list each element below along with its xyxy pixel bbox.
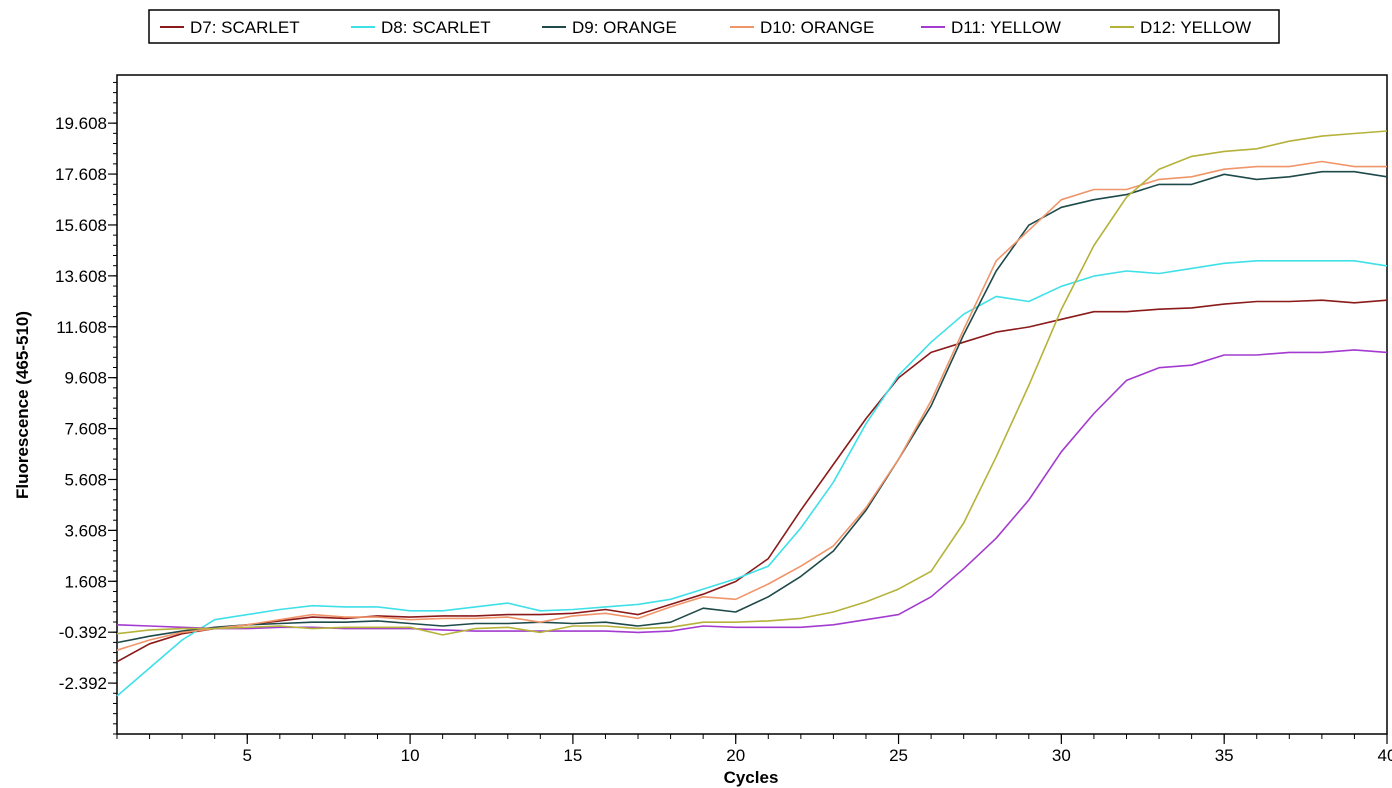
legend-entry[interactable]: D11: YELLOW (921, 18, 1061, 37)
y-tick-label: 11.608 (56, 318, 107, 337)
legend-label: D12: YELLOW (1140, 18, 1251, 37)
y-tick-label: 1.608 (64, 572, 107, 591)
y-tick-label: 9.608 (64, 369, 107, 388)
series-line-d7-scarlet (116, 299, 1388, 663)
series-line-d8-scarlet (116, 259, 1388, 697)
x-tick-label: 30 (1052, 746, 1071, 765)
legend-box (148, 9, 1280, 44)
legend-label: D10: ORANGE (760, 18, 874, 37)
legend-label: D7: SCARLET (190, 18, 300, 37)
y-tick-label: 19.608 (55, 114, 107, 133)
legend: D7: SCARLET D8: SCARLET D9: ORANGE D10: ORA… (148, 9, 1280, 44)
y-tick-label: -0.392 (59, 623, 107, 642)
series-line-d12-yellow (116, 130, 1388, 636)
y-tick-label: -2.392 (59, 674, 107, 693)
x-tick-label: 10 (401, 746, 420, 765)
x-tick-label: 15 (563, 746, 582, 765)
y-tick-label: 15.608 (55, 216, 107, 235)
y-axis: -2.392 -0.392 1.608 3.608 5.608 7.608 9.608 11.… (55, 81, 117, 735)
y-tick-label: 17.608 (55, 165, 107, 184)
y-tick-label: 7.608 (64, 420, 107, 439)
legend-label: D11: YELLOW (951, 18, 1061, 37)
y-tick-label: 13.608 (55, 267, 107, 286)
legend-entry[interactable]: D9: ORANGE (542, 18, 677, 37)
legend-entry[interactable]: D8: SCARLET (351, 18, 491, 37)
legend-entry[interactable]: D12: YELLOW (1110, 18, 1251, 37)
y-tick-label: 3.608 (64, 521, 107, 540)
series-line-d10-orange (116, 160, 1387, 651)
x-tick-label: 35 (1215, 746, 1234, 765)
series-layer (116, 130, 1388, 697)
legend-label: D8: SCARLET (381, 18, 491, 37)
y-tick-label: 5.608 (64, 470, 107, 489)
x-tick-label: 40 (1378, 746, 1392, 765)
plot-area (116, 74, 1388, 735)
x-tick-label: 5 (243, 746, 252, 765)
legend-entry[interactable]: D7: SCARLET (160, 18, 300, 37)
x-tick-label: 25 (889, 746, 908, 765)
x-tick-label: 20 (726, 746, 745, 765)
y-axis-title: Fluorescence (465-510) (13, 311, 32, 499)
legend-entry[interactable]: D10: ORANGE (730, 18, 874, 37)
series-line-d9-orange (116, 170, 1388, 644)
x-axis-title: Cycles (724, 768, 779, 787)
x-axis: 5 10 15 20 25 30 35 40 (116, 734, 1392, 765)
legend-label: D9: ORANGE (572, 18, 677, 37)
